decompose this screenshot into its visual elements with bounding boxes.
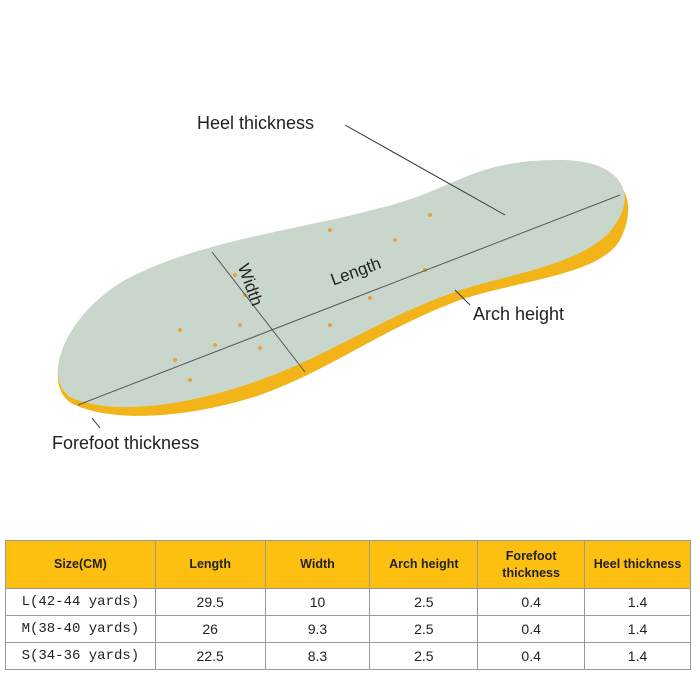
cell: 2.5 [369, 615, 479, 643]
cell: 0.4 [477, 588, 586, 616]
header-forefoot-thickness: Forefoot thickness [477, 540, 586, 589]
cell: 22.5 [154, 642, 266, 670]
table-header-row: Size(CM) Length Width Arch height Forefo… [5, 540, 691, 589]
cell: L(42-44 yards) [5, 588, 156, 616]
cell: 29.5 [154, 588, 266, 616]
insole-top [57, 160, 625, 408]
cell: 8.3 [264, 642, 371, 670]
cell: 0.4 [477, 615, 586, 643]
cell: 26 [154, 615, 266, 643]
cell: 2.5 [369, 642, 479, 670]
label-arch-height: Arch height [473, 304, 565, 324]
cell: 0.4 [477, 642, 586, 670]
table-row: M(38-40 yards) 26 9.3 2.5 0.4 1.4 [5, 615, 691, 643]
header-width: Width [264, 540, 371, 589]
cell: M(38-40 yards) [5, 615, 156, 643]
table-row: S(34-36 yards) 22.5 8.3 2.5 0.4 1.4 [5, 642, 691, 670]
table-row: L(42-44 yards) 29.5 10 2.5 0.4 1.4 [5, 588, 691, 616]
cell: 1.4 [584, 588, 691, 616]
cell: 10 [264, 588, 371, 616]
size-table: Size(CM) Length Width Arch height Forefo… [5, 540, 691, 670]
header-heel-thickness: Heel thickness [584, 540, 691, 589]
header-length: Length [154, 540, 266, 589]
cell: 2.5 [369, 588, 479, 616]
cell: 9.3 [264, 615, 371, 643]
header-size: Size(CM) [5, 540, 156, 589]
cell: S(34-36 yards) [5, 642, 156, 670]
header-arch-height: Arch height [369, 540, 479, 589]
cell: 1.4 [584, 615, 691, 643]
insole-illustration [57, 124, 629, 429]
cell: 1.4 [584, 642, 691, 670]
label-heel-thickness: Heel thickness [197, 113, 315, 133]
label-forefoot-thickness: Forefoot thickness [52, 433, 200, 453]
